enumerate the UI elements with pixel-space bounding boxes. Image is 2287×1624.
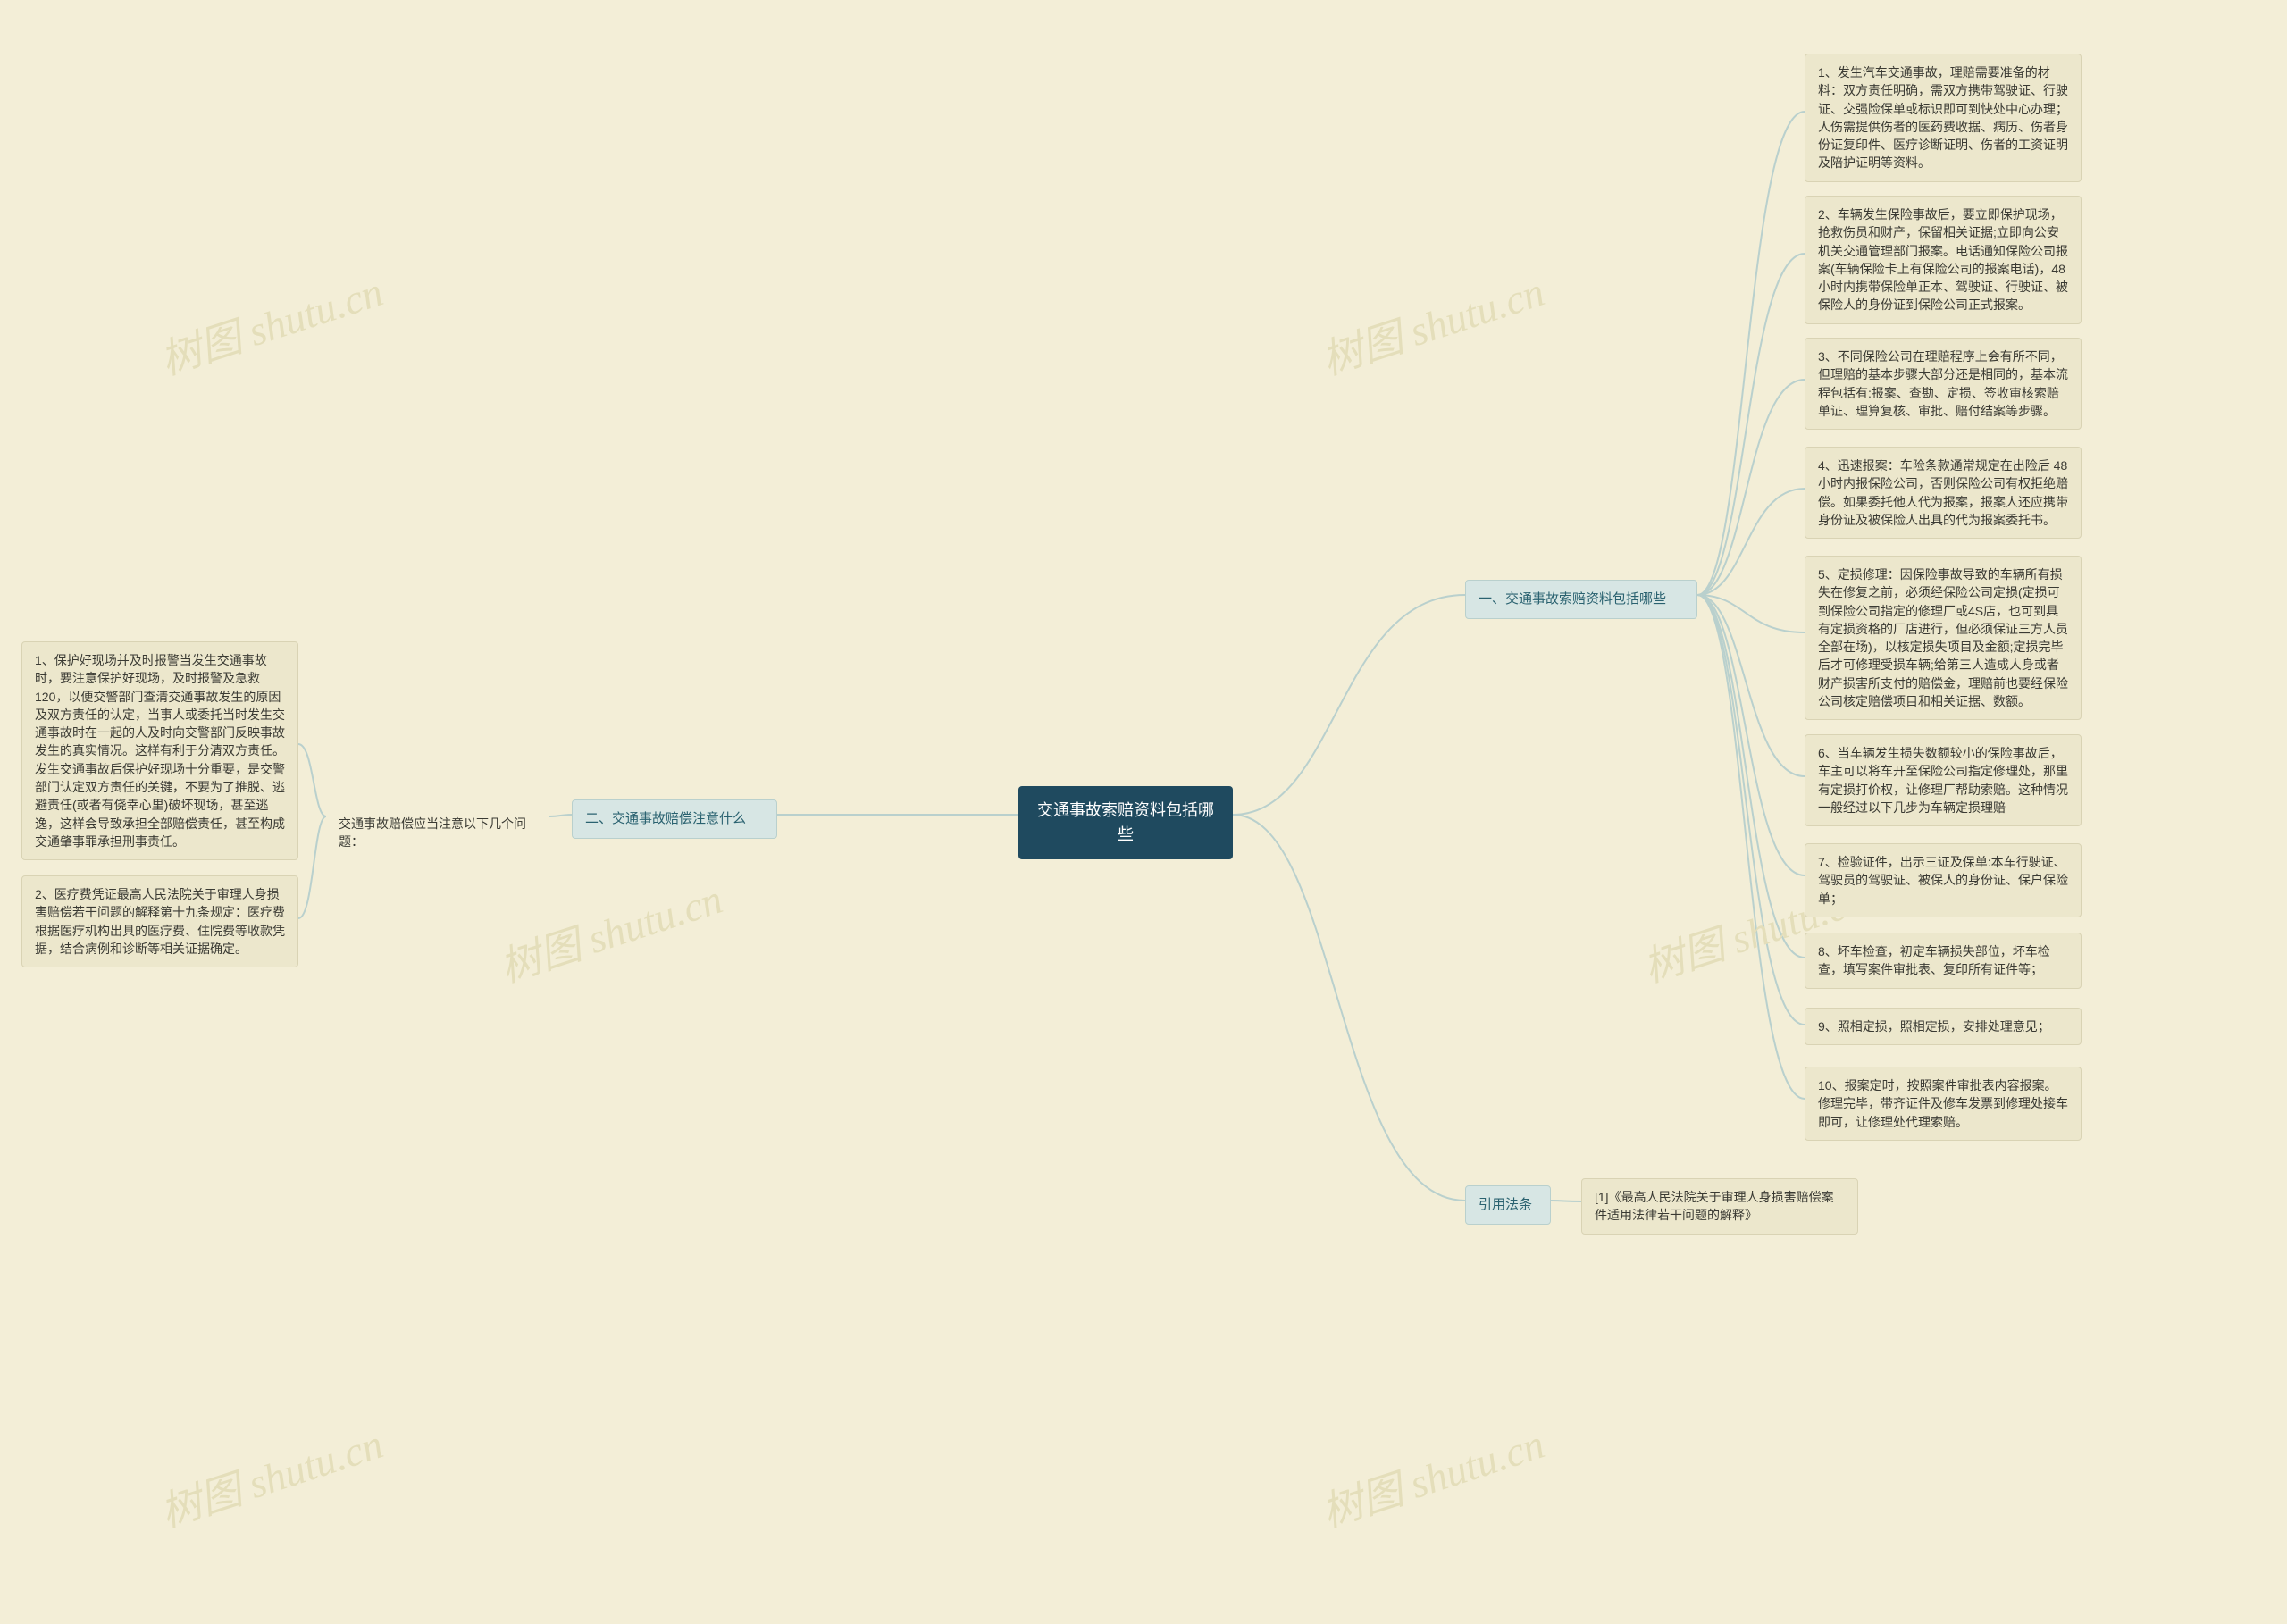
leaf-node: 7、检验证件，出示三证及保单:本车行驶证、驾驶员的驾驶证、被保人的身份证、保户保… <box>1805 843 2082 917</box>
leaf-node: 2、车辆发生保险事故后，要立即保护现场，抢救伤员和财产，保留相关证据;立即向公安… <box>1805 196 2082 324</box>
watermark: 树图 shutu.cn <box>1313 259 1551 387</box>
leaf-node: 1、保护好现场并及时报警当发生交通事故时，要注意保护好现场，及时报警及急救120… <box>21 641 298 860</box>
watermark: 树图 shutu.cn <box>1313 1411 1551 1539</box>
leaf-node: 8、坏车检查，初定车辆损失部位，坏车检查，填写案件审批表、复印所有证件等； <box>1805 933 2082 989</box>
leaf-node: 1、发生汽车交通事故，理赔需要准备的材料：双方责任明确，需双方携带驾驶证、行驶证… <box>1805 54 2082 182</box>
watermark: 树图 shutu.cn <box>152 259 390 387</box>
branch-node[interactable]: 一、交通事故索赔资料包括哪些 <box>1465 580 1697 619</box>
root-node[interactable]: 交通事故索赔资料包括哪些 <box>1018 786 1233 859</box>
branch-node[interactable]: 引用法条 <box>1465 1185 1551 1225</box>
leaf-node: 4、迅速报案：车险条款通常规定在出险后 48 小时内报保险公司，否则保险公司有权… <box>1805 447 2082 539</box>
via-label: 交通事故赔偿应当注意以下几个问题： <box>326 806 549 860</box>
watermark: 树图 shutu.cn <box>152 1411 390 1539</box>
leaf-node: 9、照相定损，照相定损，安排处理意见； <box>1805 1008 2082 1045</box>
mindmap-canvas: 树图 shutu.cn 树图 shutu.cn 树图 shutu.cn 树图 shut… <box>0 0 2287 1624</box>
leaf-node: 10、报案定时，按照案件审批表内容报案。修理完毕，带齐证件及修车发票到修理处接车… <box>1805 1067 2082 1141</box>
leaf-node: [1]《最高人民法院关于审理人身损害赔偿案件适用法律若干问题的解释》 <box>1581 1178 1858 1235</box>
leaf-node: 2、医疗费凭证最高人民法院关于审理人身损害赔偿若干问题的解释第十九条规定：医疗费… <box>21 875 298 967</box>
leaf-node: 3、不同保险公司在理赔程序上会有所不同，但理赔的基本步骤大部分还是相同的，基本流… <box>1805 338 2082 430</box>
leaf-node: 5、定损修理：因保险事故导致的车辆所有损失在修复之前，必须经保险公司定损(定损可… <box>1805 556 2082 720</box>
watermark: 树图 shutu.cn <box>491 866 729 994</box>
branch-node[interactable]: 二、交通事故赔偿注意什么 <box>572 799 777 839</box>
leaf-node: 6、当车辆发生损失数额较小的保险事故后，车主可以将车开至保险公司指定修理处，那里… <box>1805 734 2082 826</box>
